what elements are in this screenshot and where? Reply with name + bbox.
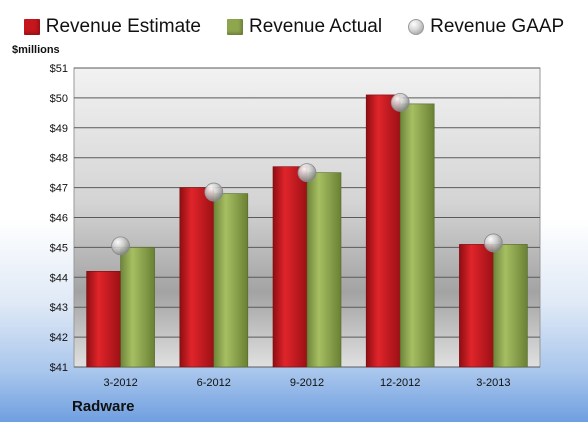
y-tick-label: $45 [50, 242, 68, 254]
company-name: Radware [72, 398, 135, 415]
x-tick-label: 9-2012 [290, 377, 324, 389]
bar-revenue-actual [120, 247, 155, 368]
marker-revenue-gaap [111, 236, 130, 256]
bars [86, 94, 528, 368]
y-tick-label: $42 [50, 332, 68, 344]
x-tick-label: 12-2012 [380, 377, 420, 389]
y-tick-label: $47 [50, 183, 68, 195]
y-tick-label: $41 [50, 362, 68, 374]
bar-revenue-estimate [459, 244, 494, 368]
y-axis-ticks: $41 $42 $43 $44 $45 $46 $47 $48 $49 $50 $51 [50, 63, 68, 374]
bar-revenue-estimate [272, 166, 308, 368]
marker-revenue-gaap [483, 233, 503, 253]
legend-swatch-estimate [23, 19, 40, 35]
legend-label-estimate: Revenue Estimate [45, 16, 201, 37]
bar-revenue-estimate [179, 187, 215, 368]
bar-revenue-actual [306, 172, 342, 368]
marker-revenue-gaap [390, 92, 410, 112]
y-axis-unit-label: $millions [12, 44, 60, 56]
x-tick-label: 3-2013 [476, 377, 510, 389]
gaap-markers [111, 92, 503, 256]
y-tick-label: $44 [50, 272, 68, 284]
marker-revenue-gaap [204, 182, 224, 202]
y-tick-label: $49 [50, 123, 68, 135]
y-tick-label: $43 [50, 302, 68, 314]
bar-revenue-estimate [86, 271, 121, 368]
x-tick-label: 3-2012 [103, 377, 137, 389]
x-tick-label: 6-2012 [197, 377, 231, 389]
legend-label-actual: Revenue Actual [249, 16, 383, 37]
legend-swatch-gaap [408, 19, 425, 35]
y-tick-label: $48 [50, 153, 68, 165]
legend-item-actual: Revenue Actual [227, 16, 382, 38]
y-tick-label: $50 [50, 93, 68, 105]
bar-revenue-actual [493, 244, 528, 368]
bar-revenue-estimate [365, 94, 401, 368]
legend-item-gaap: Revenue GAAP [408, 16, 564, 38]
y-tick-label: $51 [50, 63, 68, 75]
legend-item-estimate: Revenue Estimate [23, 16, 201, 38]
marker-revenue-gaap [297, 163, 317, 183]
bar-revenue-actual [213, 193, 249, 368]
legend-label-gaap: Revenue GAAP [430, 16, 565, 37]
bar-revenue-actual [399, 103, 435, 368]
x-axis-ticks: 3-2012 6-2012 9-2012 12-2012 3-2013 [103, 377, 510, 389]
y-tick-label: $46 [50, 213, 68, 225]
legend-swatch-actual [227, 19, 243, 35]
legend: Revenue Estimate Revenue Actual Revenue … [0, 12, 588, 42]
